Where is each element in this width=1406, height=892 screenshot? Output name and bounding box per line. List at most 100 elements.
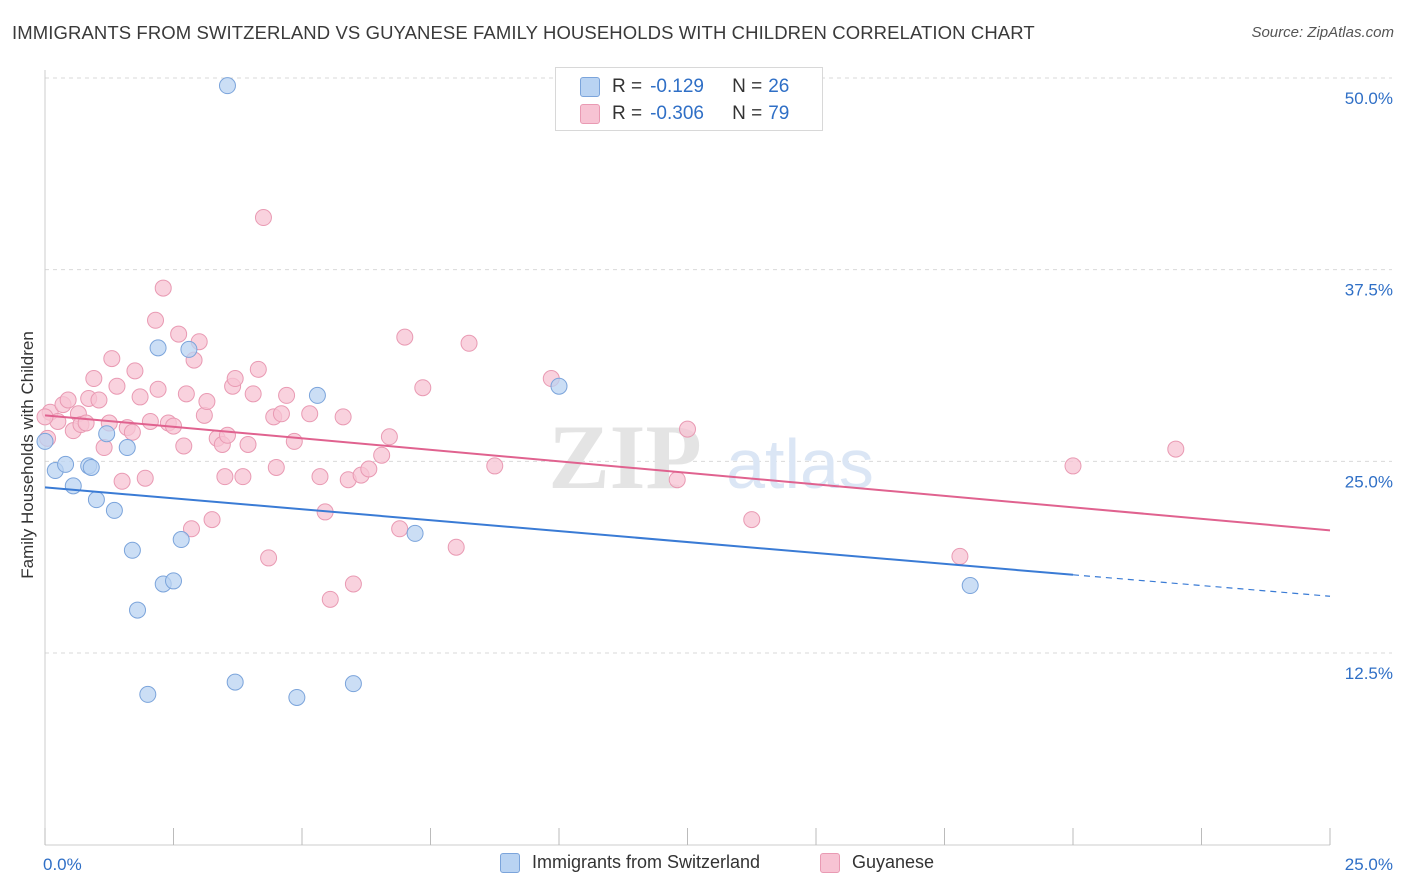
switzerland-point [961,577,979,595]
switzerland-point [226,673,244,691]
guyanese-point [113,472,131,490]
guyanese-point [951,547,969,565]
guyanese-point [249,360,267,378]
guyanese-point [1064,457,1082,475]
blue-swatch [580,77,600,97]
guyanese-point [447,538,465,556]
legend-row-switzerland: R = -0.129 N = 26 [580,74,789,100]
switzerland-point [87,491,105,509]
guyanese-point [743,511,761,529]
legend-item-switzerland[interactable]: Immigrants from Switzerland [500,852,760,873]
guyanese-point [460,334,478,352]
guyanese-point [218,426,236,444]
switzerland-point [180,340,198,358]
guyanese-point [267,458,285,476]
guyanese-point [154,279,172,297]
switzerland-point [129,601,147,619]
guyanese-point [182,520,200,538]
y-tick-label: 50.0% [1345,89,1393,108]
guyanese-point [177,385,195,403]
trend-lines [44,414,1331,597]
watermark: ZIP atlas [548,406,874,508]
switzerland-trend-line [44,486,1074,576]
pink-swatch [580,104,600,124]
n-label: N = [732,103,763,124]
guyanese-point [272,405,290,423]
tick-labels: 50.0% 37.5% 25.0% 12.5% 0.0% 25.0% [43,89,1393,874]
guyanese-point [126,362,144,380]
guyanese-point [131,388,149,406]
switzerland-point [64,477,82,495]
guyanese-point [239,435,257,453]
legend-row-guyanese: R = -0.306 N = 79 [580,101,789,127]
axes [44,70,1331,846]
guyanese-point [85,370,103,388]
guyanese-point [103,350,121,368]
guyanese-point [285,432,303,450]
switzerland-point [123,541,141,559]
guyanese-point [344,575,362,593]
guyanese-point [77,414,95,432]
watermark-atlas: atlas [726,425,874,503]
guyanese-point [141,412,159,430]
r-label: R = [612,103,643,124]
guyanese-point [278,386,296,404]
n-label: N = [732,76,763,97]
r-value: -0.129 [650,76,704,97]
switzerland-point [344,675,362,693]
guyanese-point [360,460,378,478]
x-tick-label-max: 25.0% [1345,855,1393,874]
guyanese-point [195,406,213,424]
guyanese-point [301,405,319,423]
switzerland-point [82,458,100,476]
series-switzerland-points [36,77,979,706]
n-value: 26 [768,76,790,97]
legend-item-guyanese[interactable]: Guyanese [820,852,934,873]
guyanese-point [170,325,188,343]
pink-swatch [820,852,840,873]
guyanese-point [203,511,221,529]
switzerland-trend-extension [1072,574,1331,597]
switzerland-point [105,501,123,519]
switzerland-point [36,432,54,450]
guyanese-point [147,311,165,329]
correlation-legend: R = -0.129 N = 26 R = -0.306 N = 79 [555,67,823,131]
switzerland-point [149,339,167,357]
source-label: Source: ZipAtlas.com [1251,24,1394,41]
guyanese-point [59,391,77,409]
blue-swatch [500,852,520,873]
switzerland-point [288,688,306,706]
guyanese-point [679,420,696,438]
guyanese-point [334,408,352,426]
guyanese-point [254,209,272,227]
r-label: R = [612,76,643,97]
guyanese-point [175,437,193,455]
y-tick-label: 12.5% [1345,664,1393,683]
guyanese-point [36,408,54,426]
n-value: 79 [768,103,790,124]
switzerland-point [406,524,424,542]
series-guyanese-points [36,209,1185,608]
guyanese-point [95,439,113,457]
switzerland-point [118,439,136,457]
guyanese-point [396,328,414,346]
switzerland-point [218,77,236,95]
gridlines [45,77,1392,654]
guyanese-point [380,428,398,446]
legend-label-guyanese: Guyanese [852,852,935,872]
guyanese-point [414,379,432,397]
guyanese-point [373,446,391,464]
guyanese-point [486,457,504,475]
guyanese-point [668,471,686,489]
guyanese-point [321,590,339,608]
switzerland-point [308,386,326,404]
switzerland-point [139,685,157,703]
guyanese-point [136,469,154,487]
switzerland-point [98,425,116,443]
y-tick-label: 25.0% [1345,472,1393,491]
r-value: -0.306 [650,103,704,124]
guyanese-point [311,468,329,486]
guyanese-trend-line [44,414,1331,532]
guyanese-point [123,423,141,441]
